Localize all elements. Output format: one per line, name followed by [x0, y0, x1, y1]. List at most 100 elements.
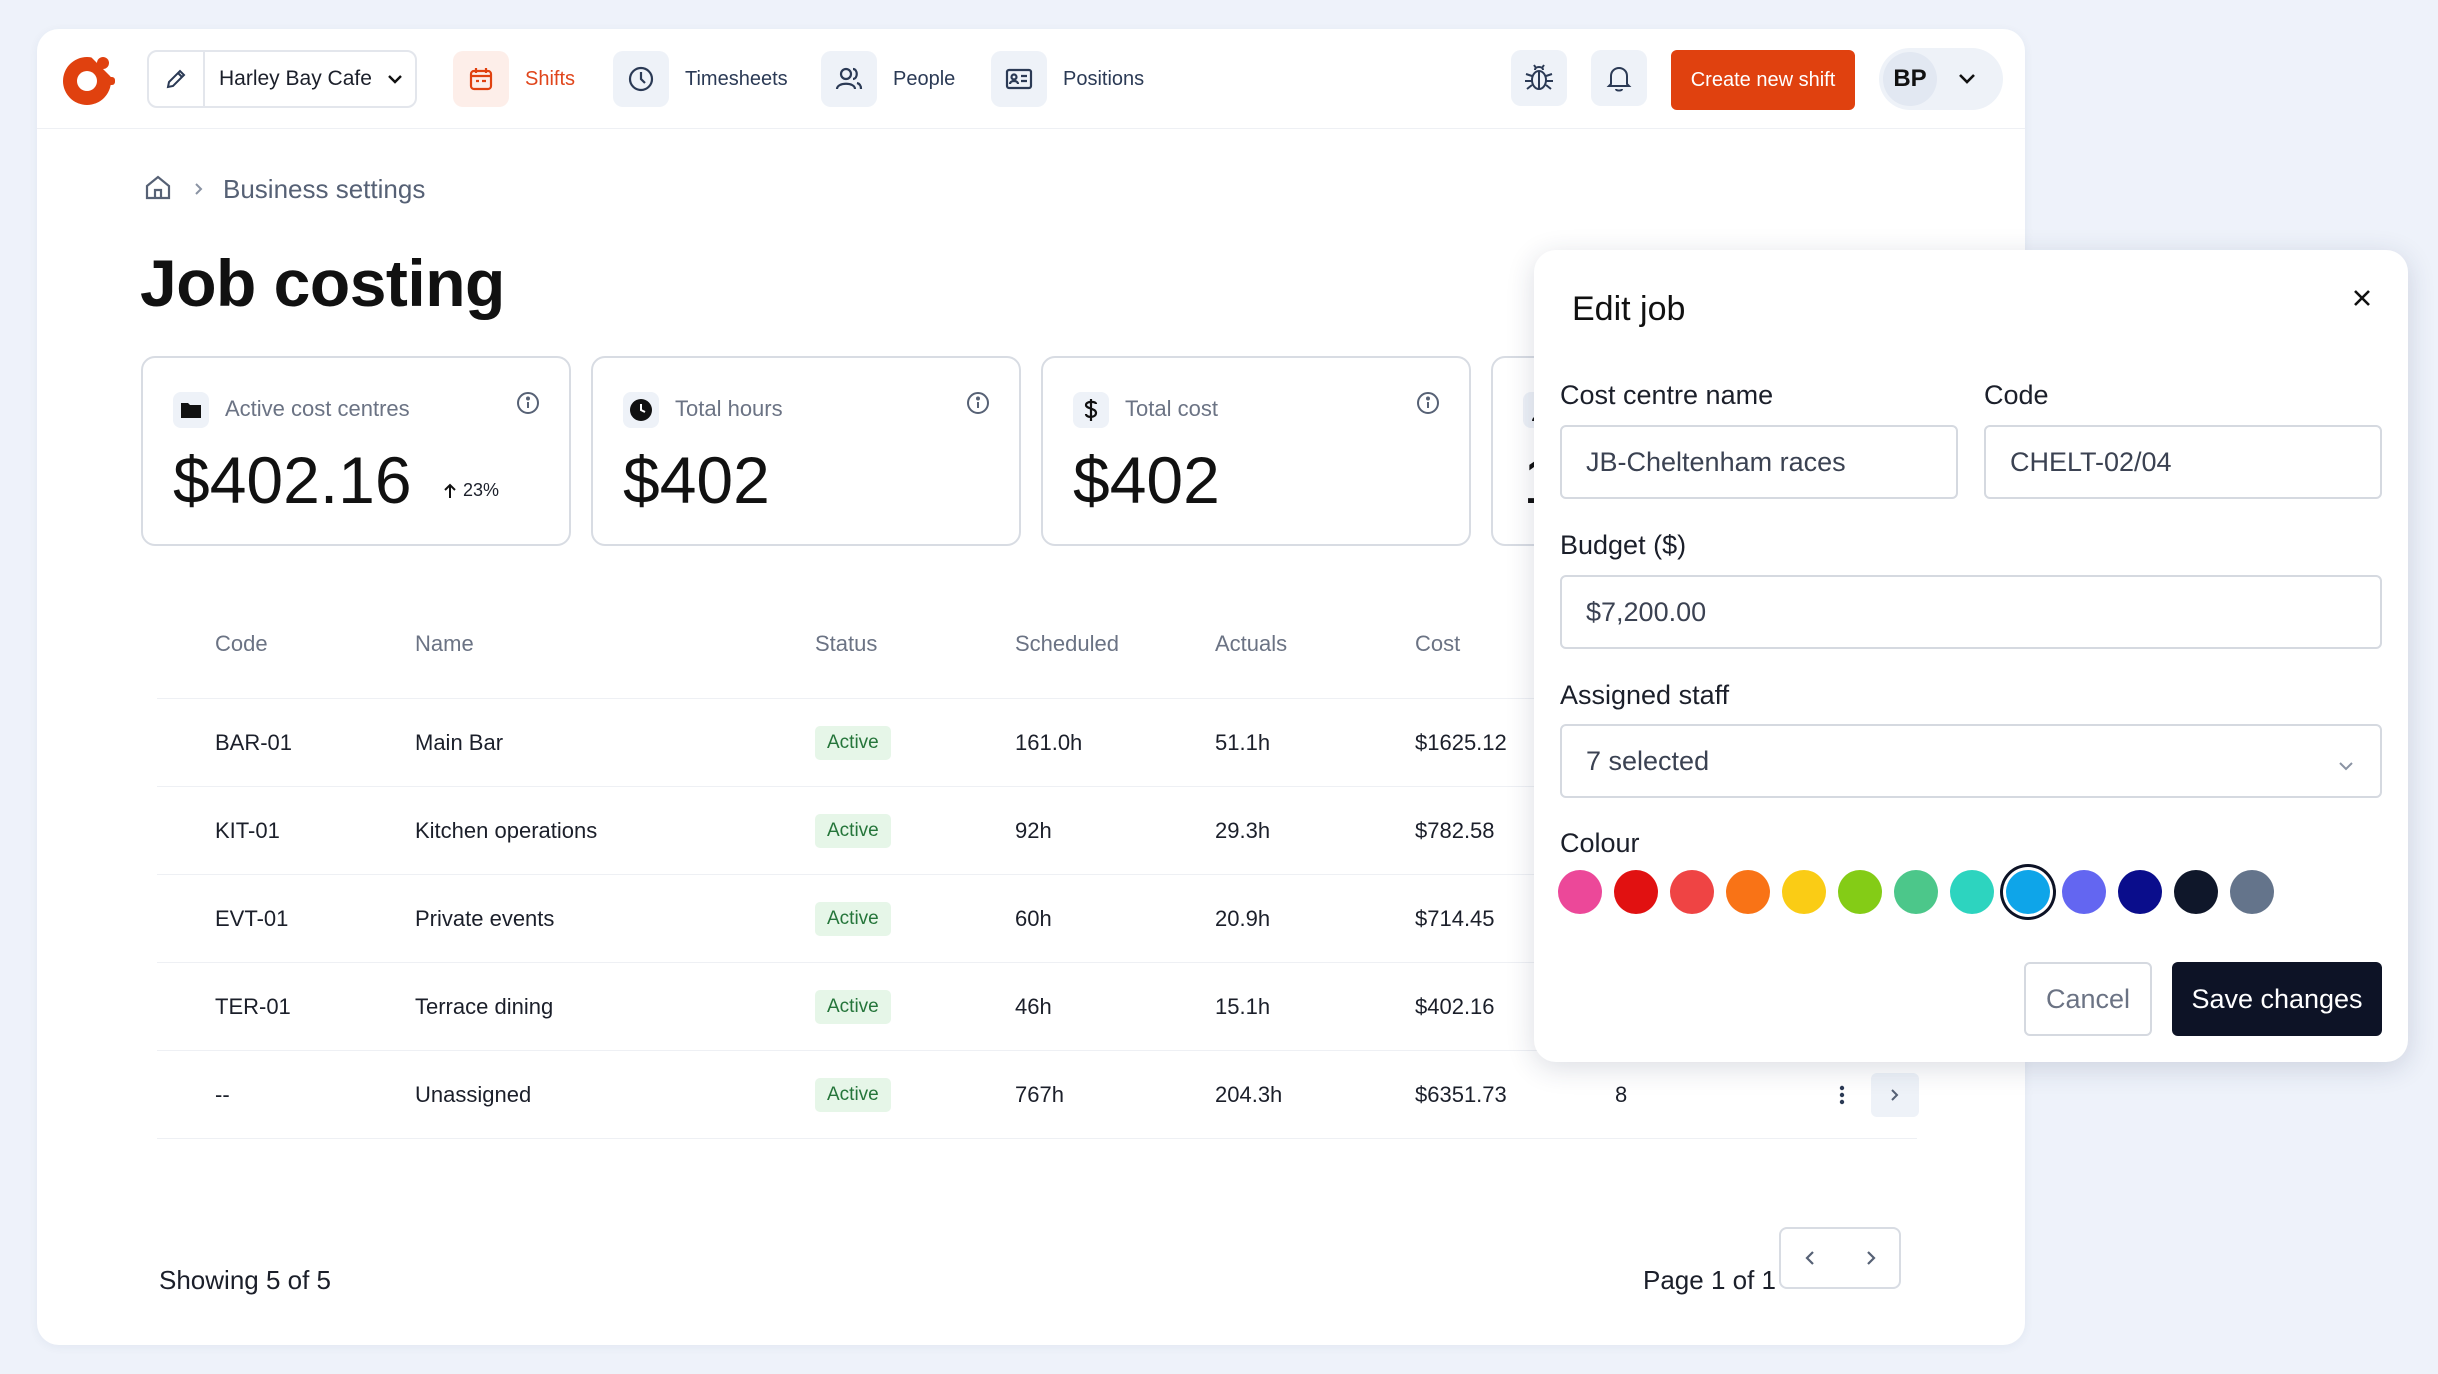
colour-swatch[interactable] [2230, 870, 2274, 914]
cell-status: Active [815, 963, 891, 1051]
row-open-button[interactable] [1871, 1073, 1919, 1117]
cell-cost: $402.16 [1415, 994, 1495, 1019]
chevron-right-icon [191, 181, 207, 197]
chevron-right-icon [1866, 1251, 1876, 1265]
stat-card-total-hours: Total hours $402 [591, 356, 1021, 546]
cell-staff-count: 8 [1615, 1082, 1628, 1107]
status-badge: Active [815, 726, 891, 760]
stat-value: $402.16 [173, 443, 412, 517]
info-icon[interactable] [965, 390, 991, 421]
status-badge: Active [815, 902, 891, 936]
colour-swatch[interactable] [1782, 870, 1826, 914]
colour-swatch[interactable] [1950, 870, 1994, 914]
cell-actuals: 15.1h [1215, 994, 1271, 1019]
info-icon[interactable] [515, 390, 541, 421]
code-label: Code [1984, 380, 2049, 410]
colour-swatch[interactable] [2006, 870, 2050, 914]
nav-timesheets-label: Timesheets [685, 67, 788, 90]
user-menu[interactable]: BP [1879, 48, 2003, 110]
chevron-down-icon [1955, 67, 1979, 91]
cell-code: EVT-01 [215, 906, 289, 931]
colour-swatch[interactable] [1838, 870, 1882, 914]
people-icon [821, 51, 877, 107]
cell-cost: $782.58 [1415, 818, 1495, 843]
breadcrumb: Business settings [143, 169, 425, 209]
cell-name: Kitchen operations [415, 818, 598, 843]
create-shift-button[interactable]: Create new shift [1671, 50, 1855, 110]
page-indicator: Page 1 of 1 [1643, 1265, 1776, 1295]
nav-positions-label: Positions [1063, 67, 1145, 90]
cell-name: Unassigned [415, 1082, 532, 1107]
cell-status: Active [815, 787, 891, 875]
colour-swatch[interactable] [1558, 870, 1602, 914]
cell-scheduled: 92h [1015, 818, 1052, 843]
colour-swatch[interactable] [2174, 870, 2218, 914]
notifications-button[interactable] [1591, 50, 1647, 106]
column-header-actuals[interactable]: Actuals [1215, 630, 1288, 656]
nav-shifts[interactable]: Shifts [453, 50, 575, 108]
nav-positions[interactable]: Positions [991, 50, 1144, 108]
cost-centre-name-label: Cost centre name [1560, 380, 1774, 410]
stat-value: $402 [623, 443, 770, 517]
table-row[interactable]: KIT-01 Kitchen operations Active 92h 29.… [157, 787, 1917, 875]
page-title: Job costing [140, 246, 505, 320]
assigned-staff-value: 7 selected [1586, 745, 1710, 776]
column-header-cost[interactable]: Cost [1415, 630, 1461, 656]
avatar: BP [1883, 52, 1937, 106]
arrow-up-icon [444, 483, 456, 498]
table-row[interactable]: -- Unassigned Active 767h 204.3h $6351.7… [157, 1051, 1919, 1139]
chevron-left-icon [1804, 1251, 1814, 1265]
table-row[interactable]: BAR-01 Main Bar Active 161.0h 51.1h $162… [157, 699, 1917, 787]
cell-name: Private events [415, 906, 555, 931]
status-badge: Active [815, 990, 891, 1024]
stat-label: Total cost [1125, 396, 1218, 421]
table-row[interactable]: TER-01 Terrace dining Active 46h 15.1h $… [157, 963, 1917, 1051]
table-row[interactable]: EVT-01 Private events Active 60h 20.9h $… [157, 875, 1917, 963]
column-header-name[interactable]: Name [415, 630, 474, 656]
colour-swatch[interactable] [1670, 870, 1714, 914]
budget-input[interactable]: $7,200.00 [1560, 575, 2382, 649]
column-header-code[interactable]: Code [215, 630, 268, 656]
bell-icon [1606, 66, 1632, 92]
close-button[interactable] [2340, 276, 2384, 320]
assigned-staff-select[interactable]: 7 selected [1560, 724, 2382, 798]
clock-icon [613, 51, 669, 107]
status-badge: Active [815, 1078, 891, 1112]
bug-report-button[interactable] [1511, 50, 1567, 106]
brand-logo-icon[interactable] [59, 49, 119, 109]
breadcrumb-current[interactable]: Business settings [223, 173, 426, 204]
business-selector[interactable]: Harley Bay Cafe [147, 50, 417, 108]
edit-pencil-icon[interactable] [149, 52, 205, 106]
save-changes-button[interactable]: Save changes [2172, 962, 2382, 1036]
cell-cost: $1625.12 [1415, 730, 1507, 755]
colour-swatch[interactable] [1614, 870, 1658, 914]
cell-scheduled: 46h [1015, 994, 1052, 1019]
assigned-staff-label: Assigned staff [1560, 680, 1730, 710]
cell-scheduled: 161.0h [1015, 730, 1083, 755]
column-header-scheduled[interactable]: Scheduled [1015, 630, 1119, 656]
cell-scheduled: 767h [1015, 1082, 1064, 1107]
colour-swatch[interactable] [2118, 870, 2162, 914]
column-header-status[interactable]: Status [815, 630, 878, 656]
colour-swatch[interactable] [2062, 870, 2106, 914]
code-input[interactable]: CHELT-02/04 [1984, 425, 2382, 499]
colour-swatch[interactable] [1894, 870, 1938, 914]
colour-label: Colour [1560, 828, 1640, 858]
edit-job-panel: Edit job Cost centre name JB-Cheltenham … [1534, 250, 2408, 1062]
info-icon[interactable] [1415, 390, 1441, 421]
nav-people[interactable]: People [821, 50, 955, 108]
calendar-icon [453, 51, 509, 107]
cell-actuals: 204.3h [1215, 1082, 1283, 1107]
cost-centre-name-input[interactable]: JB-Cheltenham races [1560, 425, 1958, 499]
cost-centres-table: Code Name Status Scheduled Actuals Cost … [157, 589, 1919, 1139]
showing-count: Showing 5 of 5 [159, 1265, 332, 1295]
previous-page-button[interactable] [1781, 1229, 1840, 1287]
cancel-button[interactable]: Cancel [2024, 962, 2152, 1036]
more-vertical-icon[interactable] [1837, 1051, 1847, 1139]
nav-timesheets[interactable]: Timesheets [613, 50, 788, 108]
cell-status: Active [815, 875, 891, 963]
next-page-button[interactable] [1840, 1229, 1899, 1287]
home-icon[interactable] [143, 172, 173, 207]
panel-title: Edit job [1572, 290, 1686, 328]
colour-swatch[interactable] [1726, 870, 1770, 914]
